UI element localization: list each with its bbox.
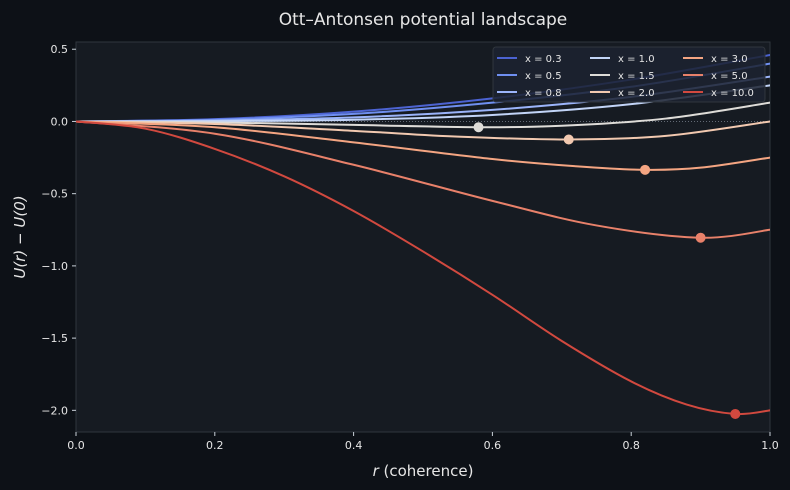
plot-area <box>75 41 771 433</box>
legend-entry: x = 0.8 <box>525 88 562 99</box>
legend-entry: x = 3.0 <box>711 54 748 65</box>
legend-box <box>492 46 766 103</box>
x-axis-label-var: r <box>373 462 380 480</box>
y-axis-label: U(r) − U(0) <box>11 195 29 278</box>
x-tick-label: 0.8 <box>622 439 640 452</box>
legend-entry: x = 0.5 <box>525 71 562 82</box>
minimum-markers <box>473 122 741 419</box>
y-tick-label: 0.5 <box>51 43 69 56</box>
x-axis-label: r (coherence) <box>373 462 474 480</box>
legend-entry: x = 1.5 <box>618 71 655 82</box>
x-tick-label: 0.2 <box>206 439 224 452</box>
minimum-marker <box>473 122 484 133</box>
minimum-marker <box>730 408 741 419</box>
legend-entry: x = 2.0 <box>618 88 655 99</box>
legend-entry: x = 10.0 <box>711 88 754 99</box>
y-tick-label: −2.0 <box>41 404 68 417</box>
series-line <box>76 120 770 141</box>
x-tick-label: 0.4 <box>345 439 363 452</box>
y-tick-label: 0.0 <box>51 115 69 128</box>
series-line <box>76 120 770 239</box>
y-tick-label: −1.5 <box>41 332 68 345</box>
x-tick-label: 1.0 <box>761 439 779 452</box>
legend-entry: x = 1.0 <box>618 54 655 65</box>
y-tick-label: −0.5 <box>41 188 68 201</box>
series-line <box>76 120 770 416</box>
axis-ticks: 0.0 0.2 0.4 0.6 0.8 1.0 0.5 0.0 −0.5 −1.0 −1.5 −2.0 <box>41 43 778 452</box>
legend-entry: x = 0.3 <box>525 54 562 65</box>
series-line <box>76 101 770 129</box>
y-tick-label: −1.0 <box>41 260 68 273</box>
minimum-marker <box>695 232 706 243</box>
x-tick-label: 0.6 <box>484 439 502 452</box>
legend-entry: x = 5.0 <box>711 71 748 82</box>
legend: x = 0.3 x = 0.5 x = 0.8 x = 1.0 x = 1.5 x = 2… <box>492 46 766 103</box>
x-tick-label: 0.0 <box>67 439 85 452</box>
chart-title: Ott–Antonsen potential landscape <box>279 10 568 30</box>
series-line <box>76 120 770 171</box>
series-lines <box>76 54 770 416</box>
x-axis-label-rest: (coherence) <box>379 462 474 480</box>
minimum-marker <box>640 164 651 175</box>
minimum-marker <box>563 134 574 145</box>
